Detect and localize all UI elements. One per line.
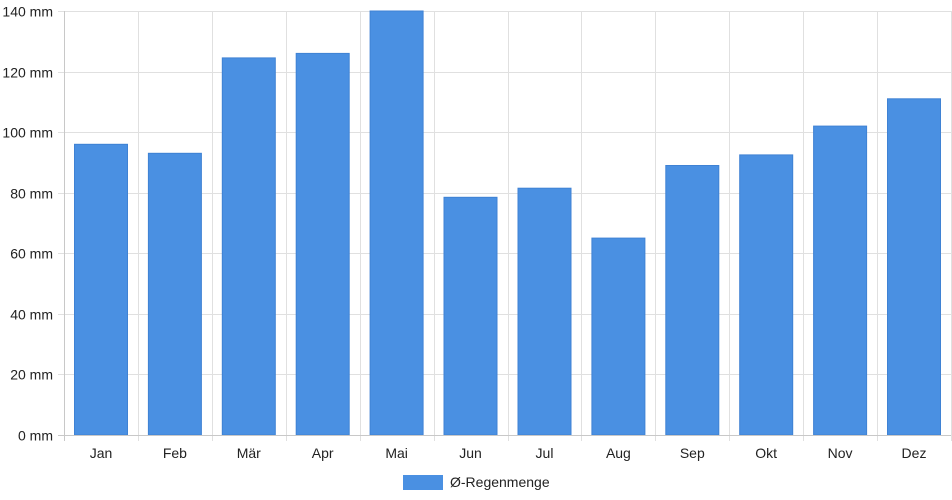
- x-tick-label: Sep: [680, 445, 705, 461]
- x-axis: Jan Feb Mär Apr Mai Jun Jul Aug Sep Okt Nov Dez: [58, 435, 951, 461]
- y-tick-label: 120 mm: [2, 65, 53, 81]
- y-tick-label: 100 mm: [2, 125, 53, 141]
- x-tick-label: Feb: [163, 445, 187, 461]
- x-tick-label: Okt: [755, 445, 777, 461]
- bar-jun[interactable]: [443, 196, 498, 436]
- y-axis: 0 mm 20 mm 40 mm 60 mm 80 mm 100 mm 120 mm 140 …: [2, 4, 65, 444]
- x-tick-label: Aug: [606, 445, 631, 461]
- x-tick-label: Jan: [90, 445, 113, 461]
- bar-sep[interactable]: [665, 165, 720, 436]
- y-tick-label: 80 mm: [10, 186, 53, 202]
- bar-nov[interactable]: [813, 125, 868, 436]
- y-tick-label: 40 mm: [10, 307, 53, 323]
- x-tick-label: Nov: [828, 445, 853, 461]
- bar-mai[interactable]: [369, 10, 424, 436]
- bar-okt[interactable]: [739, 154, 794, 436]
- legend-swatch[interactable]: [403, 475, 443, 490]
- y-tick-label: 0 mm: [18, 428, 53, 444]
- x-tick-label: Jun: [459, 445, 482, 461]
- legend-label[interactable]: Ø-Regenmenge: [450, 474, 550, 490]
- y-tick-label: 60 mm: [10, 246, 53, 262]
- y-tick-label: 20 mm: [10, 367, 53, 383]
- x-tick-label: Jul: [536, 445, 554, 461]
- bars: [74, 10, 941, 436]
- bar-mär[interactable]: [221, 57, 276, 436]
- x-tick-label: Mai: [385, 445, 408, 461]
- bar-jul[interactable]: [517, 187, 572, 436]
- bar-feb[interactable]: [147, 152, 202, 436]
- y-tick-label: 140 mm: [2, 4, 53, 20]
- x-tick-label: Apr: [312, 445, 334, 461]
- legend[interactable]: Ø-Regenmenge: [403, 474, 550, 490]
- bar-apr[interactable]: [295, 52, 350, 436]
- bar-jan[interactable]: [74, 143, 128, 436]
- grid-lines: [58, 11, 952, 441]
- x-tick-label: Dez: [902, 445, 927, 461]
- x-tick-label: Mär: [237, 445, 261, 461]
- bar-dez[interactable]: [887, 98, 941, 436]
- bar-aug[interactable]: [591, 237, 646, 436]
